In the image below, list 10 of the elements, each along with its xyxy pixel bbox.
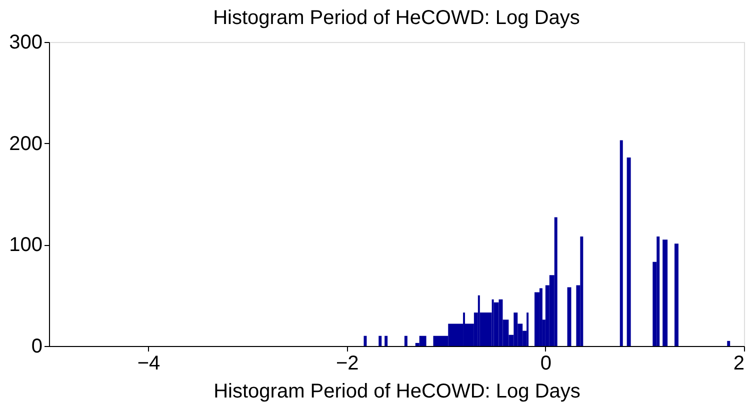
x-tick-label: −2 (336, 352, 359, 374)
x-axis-title: Histogram Period of HeCOWD: Log Days (214, 380, 580, 402)
y-tick-label: 0 (31, 336, 42, 358)
x-tick-label: 2 (733, 352, 744, 374)
y-tick-label: 100 (9, 234, 42, 256)
y-tick-label: 200 (9, 132, 42, 155)
x-tick-label: 0 (540, 352, 552, 374)
chart-title: Histogram Period of HeCOWD: Log Days (213, 7, 580, 29)
y-tick-label: 300 (9, 32, 42, 54)
x-tick-label: −4 (137, 352, 160, 374)
